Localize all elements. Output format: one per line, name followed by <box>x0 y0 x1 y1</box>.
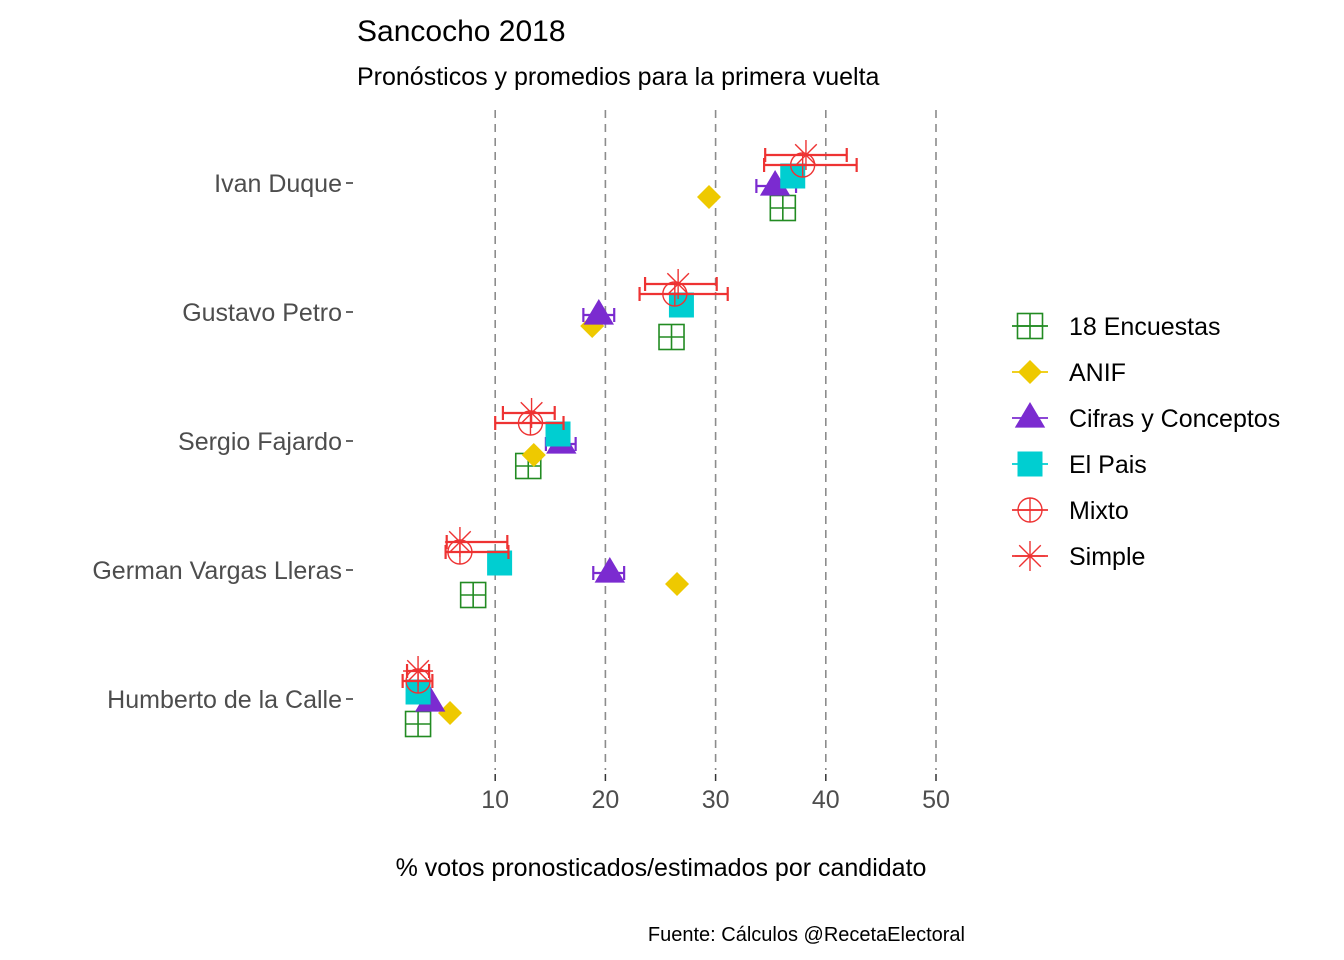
marker-square <box>668 292 694 318</box>
legend: 18 Encuestas ANIF Cifras y Conceptos El Pai… <box>1012 312 1280 571</box>
x-tick-label: 40 <box>812 786 840 814</box>
point-anif <box>521 443 546 467</box>
y-tick-label: Humberto de la Calle <box>107 686 342 714</box>
point-el-pais <box>780 163 806 189</box>
x-axis-title: % votos pronosticados/estimados por cand… <box>396 854 927 882</box>
chart-title: Sancocho 2018 <box>357 15 566 48</box>
legend-key-square-icon <box>1017 451 1043 477</box>
marker-ray <box>448 530 472 554</box>
point-anif <box>665 572 690 596</box>
legend-item: ANIF <box>1012 359 1126 387</box>
legend-item: Mixto <box>1012 497 1129 525</box>
y-tick-label: German Vargas Lleras <box>92 557 342 585</box>
chart-caption: Fuente: Cálculos @RecetaElectoral <box>648 924 965 946</box>
point-18-encuestas <box>459 581 487 609</box>
legend-item: El Pais <box>1012 451 1147 479</box>
marker-ray <box>406 659 430 683</box>
marker-square <box>545 421 571 447</box>
point-cifras-y-conceptos <box>594 557 626 583</box>
point-el-pais <box>545 421 571 447</box>
marker-triangle <box>583 299 614 325</box>
point-18-encuestas <box>658 323 685 351</box>
y-axis: Ivan Duque Gustavo Petro Sergio Fajardo Ger… <box>92 170 353 714</box>
legend-label: 18 Encuestas <box>1069 313 1221 341</box>
x-axis: 10 20 30 40 50 <box>481 774 950 814</box>
y-tick-label: Ivan Duque <box>214 170 342 198</box>
point-simple <box>444 527 475 557</box>
point-simple <box>790 140 821 170</box>
legend-label: ANIF <box>1069 359 1126 387</box>
legend-key-circle-plus-icon <box>1017 497 1043 523</box>
legend-label: Simple <box>1069 543 1145 571</box>
gridlines <box>494 110 937 770</box>
point-el-pais <box>668 292 694 318</box>
legend-item: 18 Encuestas <box>1012 312 1221 341</box>
legend-key-diamond-icon <box>1018 360 1042 384</box>
marker-ray <box>1018 544 1042 568</box>
marker-diamond <box>665 572 690 596</box>
legend-key-asterisk-icon <box>1015 541 1045 571</box>
point-mixto <box>662 281 688 307</box>
legend-label: El Pais <box>1069 451 1147 479</box>
legend-item: Simple <box>1012 541 1145 571</box>
x-tick-label: 30 <box>702 786 730 814</box>
marker-ray <box>666 272 690 296</box>
point-cifras-y-conceptos <box>583 299 614 325</box>
x-tick-label: 50 <box>922 786 950 814</box>
point-mixto <box>789 152 816 178</box>
point-simple <box>516 398 547 428</box>
marker-triangle <box>759 170 791 196</box>
marker-diamond <box>696 185 721 209</box>
marker-diamond <box>1018 360 1042 384</box>
point-18-encuestas <box>769 194 797 222</box>
legend-label: Mixto <box>1069 497 1129 525</box>
point-18-encuestas <box>404 710 432 738</box>
legend-key-square-grid-icon <box>1016 312 1044 340</box>
marker-diamond <box>521 443 546 467</box>
x-tick-label: 20 <box>591 786 619 814</box>
point-simple <box>403 656 434 686</box>
marker-diamond <box>438 701 463 725</box>
y-tick-label: Gustavo Petro <box>182 299 342 327</box>
y-tick-label: Sergio Fajardo <box>178 428 342 456</box>
point-anif <box>438 701 463 725</box>
marker-square <box>780 163 806 189</box>
legend-key-triangle-icon <box>1014 402 1046 428</box>
point-anif <box>696 185 721 209</box>
legend-label: Cifras y Conceptos <box>1069 405 1280 433</box>
chart-subtitle: Pronósticos y promedios para la primera … <box>357 63 880 91</box>
marker-square <box>1017 451 1043 477</box>
marker-ray <box>520 401 543 425</box>
plot-marks <box>401 140 858 738</box>
legend-item: Cifras y Conceptos <box>1012 402 1280 433</box>
point-simple <box>663 269 694 299</box>
x-tick-label: 10 <box>481 786 509 814</box>
point-cifras-y-conceptos <box>759 170 791 196</box>
marker-triangle <box>1014 402 1046 428</box>
marker-triangle <box>594 557 626 583</box>
marker-ray <box>794 143 818 167</box>
